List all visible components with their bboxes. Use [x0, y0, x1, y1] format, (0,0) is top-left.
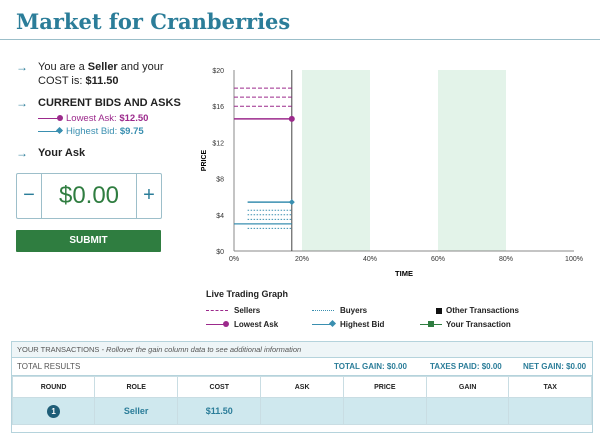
- dashed-line-icon: [206, 310, 228, 311]
- legend-your-tx-label: Your Transaction: [446, 320, 511, 329]
- col-cost: COST: [177, 376, 262, 398]
- col-gain: GAIN: [425, 376, 510, 398]
- x-axis-label: TIME: [395, 269, 413, 278]
- legend-your-transaction: Your Transaction: [420, 320, 511, 329]
- cell-cost: $11.50: [177, 397, 262, 425]
- legend-other: Other Transactions: [436, 306, 519, 315]
- y-tick-label: $12: [212, 140, 224, 147]
- graph-legend-title: Live Trading Graph: [206, 289, 289, 299]
- ask-line-icon: [206, 324, 228, 325]
- role-value: Seller: [87, 61, 118, 73]
- legend-other-label: Other Transactions: [446, 306, 519, 315]
- arrow-right-icon: →: [16, 60, 28, 74]
- legend-sellers-label: Sellers: [234, 306, 261, 315]
- dotted-line-icon: [312, 310, 334, 311]
- bids-header-label: CURRENT BIDS AND ASKS: [38, 97, 181, 109]
- live-trading-chart: $0 $4 $8 $12 $16 $20 0% 20% 40% 60% 80% 100% TIME PRI…: [201, 68, 583, 278]
- transactions-panel: YOUR TRANSACTIONS - Rollover the gain co…: [11, 341, 593, 433]
- cell-ask: [260, 397, 344, 425]
- totals-row: TOTAL RESULTS TOTAL GAIN: $0.00 TAXES PA…: [12, 359, 592, 376]
- your-ask-label: Your Ask: [38, 147, 86, 159]
- increment-button[interactable]: +: [136, 174, 161, 218]
- lowest-ask-value: $12.50: [119, 113, 149, 124]
- taxes-paid: TAXES PAID: $0.00: [430, 362, 502, 371]
- cell-gain[interactable]: [425, 397, 510, 425]
- legend-buyers: Buyers: [312, 306, 367, 315]
- square-icon: [436, 308, 442, 314]
- submit-button[interactable]: SUBMIT: [16, 230, 161, 252]
- highest-bid-marker: [288, 199, 295, 206]
- ask-stepper: − $0.00 +: [16, 173, 162, 219]
- role-info: → You are a Seller and your COST is: $11…: [16, 60, 196, 88]
- x-tick-label: 60%: [431, 256, 445, 263]
- table-row[interactable]: 1 Seller $11.50: [11, 397, 592, 425]
- decrement-button[interactable]: −: [17, 174, 42, 218]
- table-header-row: ROUND ROLE COST ASK PRICE GAIN TAX: [11, 376, 592, 398]
- bid-diamond-icon: [55, 126, 64, 135]
- transactions-title: YOUR TRANSACTIONS: [17, 345, 100, 354]
- legend-lowest-ask: Lowest Ask: [206, 320, 278, 329]
- lowest-ask-label: Lowest Ask:: [66, 113, 117, 124]
- col-tax: TAX: [508, 376, 592, 398]
- y-axis-label: PRICE: [201, 149, 208, 171]
- arrow-right-icon: →: [16, 146, 28, 160]
- cost-value: $11.50: [85, 75, 119, 87]
- transactions-note: - Rollover the gain column data to see a…: [99, 345, 302, 354]
- ask-dot-icon: [57, 115, 63, 121]
- bids-asks-header: → CURRENT BIDS AND ASKS: [16, 96, 196, 110]
- legend-sellers: Sellers: [206, 306, 260, 315]
- legend-highest-bid-label: Highest Bid: [340, 320, 385, 329]
- ask-line-icon: [38, 118, 62, 119]
- highest-bid-label: Highest Bid:: [66, 126, 118, 137]
- shaded-period-1: [438, 70, 506, 251]
- x-tick-label: 20%: [295, 256, 309, 263]
- cost-label: COST is:: [38, 75, 86, 87]
- y-tick-label: $16: [212, 104, 224, 111]
- col-price: PRICE: [342, 376, 427, 398]
- cell-round: 1: [11, 397, 96, 425]
- col-ask: ASK: [260, 376, 344, 398]
- info-panel: → You are a Seller and your COST is: $11…: [16, 60, 196, 168]
- highest-bid-value: $9.75: [119, 126, 144, 137]
- legend-lowest-ask-label: Lowest Ask: [234, 320, 279, 329]
- role-mid: and your: [117, 61, 164, 73]
- x-tick-label: 100%: [565, 256, 583, 263]
- x-tick-label: 40%: [363, 256, 377, 263]
- lowest-ask-info: Lowest Ask: $12.50: [38, 112, 196, 125]
- tx-square-icon: [428, 321, 434, 327]
- y-tick-label: $8: [216, 177, 224, 184]
- net-gain: NET GAIN: $0.00: [523, 362, 587, 371]
- highest-bid-info: Highest Bid: $9.75: [38, 125, 196, 138]
- ask-dot-icon: [223, 321, 229, 327]
- arrow-right-icon: →: [16, 96, 28, 110]
- y-tick-label: $4: [216, 213, 224, 220]
- bid-diamond-icon: [328, 319, 337, 328]
- lowest-ask-marker: [288, 115, 295, 122]
- cell-tax: [508, 397, 592, 425]
- y-tick-label: $0: [216, 249, 224, 256]
- transactions-table: ROUND ROLE COST ASK PRICE GAIN TAX 1 Sel…: [11, 376, 592, 425]
- legend-highest-bid: Highest Bid: [312, 319, 385, 329]
- round-badge: 1: [47, 404, 61, 418]
- title-divider: [0, 39, 600, 40]
- page-title: Market for Cranberries: [16, 9, 291, 34]
- bid-line-icon: [38, 131, 62, 132]
- total-gain: TOTAL GAIN: $0.00: [334, 362, 407, 371]
- col-role: ROLE: [94, 376, 179, 398]
- col-round: ROUND: [11, 376, 96, 398]
- total-results-label: TOTAL RESULTS: [17, 362, 81, 371]
- transactions-header: YOUR TRANSACTIONS - Rollover the gain co…: [12, 342, 592, 358]
- legend-buyers-label: Buyers: [340, 306, 368, 315]
- x-tick-label: 0%: [229, 256, 239, 263]
- your-ask-header: → Your Ask: [16, 146, 196, 160]
- cell-role: Seller: [94, 397, 179, 425]
- shaded-period-0: [302, 70, 370, 251]
- bid-line-icon: [312, 324, 334, 325]
- ask-input[interactable]: $0.00: [58, 182, 120, 209]
- cell-price: [342, 397, 427, 425]
- y-tick-label: $20: [212, 68, 224, 75]
- x-tick-label: 80%: [499, 256, 513, 263]
- role-pre: You are a: [38, 61, 88, 73]
